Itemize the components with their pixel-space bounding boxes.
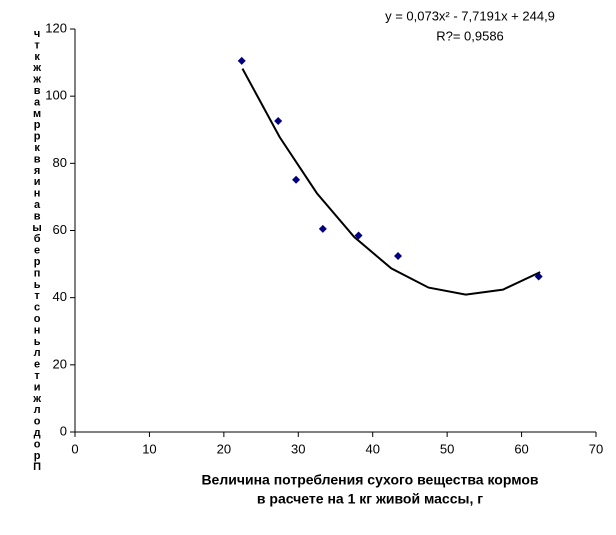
y-tick-label: 100 bbox=[45, 88, 67, 103]
x-tick-label: 50 bbox=[440, 441, 454, 456]
x-tick-label: 10 bbox=[142, 441, 156, 456]
data-point bbox=[274, 117, 283, 126]
y-tick-label: 60 bbox=[53, 222, 67, 237]
x-tick-label: 70 bbox=[589, 441, 603, 456]
trend-equation: y = 0,073x² - 7,7191x + 244,9 bbox=[385, 8, 555, 23]
x-axis-title-line2: в расчете на 1 кг живой массы, г bbox=[257, 491, 483, 507]
data-point bbox=[237, 56, 246, 65]
y-tick-label: 20 bbox=[53, 356, 67, 371]
data-point bbox=[534, 272, 543, 281]
x-tick-label: 40 bbox=[365, 441, 379, 456]
y-tick-label: 120 bbox=[45, 20, 67, 35]
r-squared: R?= 0,9586 bbox=[436, 28, 504, 43]
data-point bbox=[292, 175, 301, 184]
x-tick-label: 60 bbox=[514, 441, 528, 456]
data-point bbox=[394, 252, 403, 261]
x-tick-label: 0 bbox=[71, 441, 78, 456]
y-tick-label: 80 bbox=[53, 155, 67, 170]
data-point bbox=[318, 224, 327, 233]
x-axis-title: Величина потребления сухого вещества кор… bbox=[201, 472, 538, 488]
data-point bbox=[354, 231, 363, 240]
y-tick-label: 40 bbox=[53, 289, 67, 304]
trendline bbox=[241, 68, 541, 296]
x-tick-label: 20 bbox=[217, 441, 231, 456]
x-tick-label: 30 bbox=[291, 441, 305, 456]
y-tick-label: 0 bbox=[60, 423, 67, 438]
y-axis-title: чткжжвамррквяинавыберпьтсоньлетижлодорП bbox=[31, 28, 43, 473]
